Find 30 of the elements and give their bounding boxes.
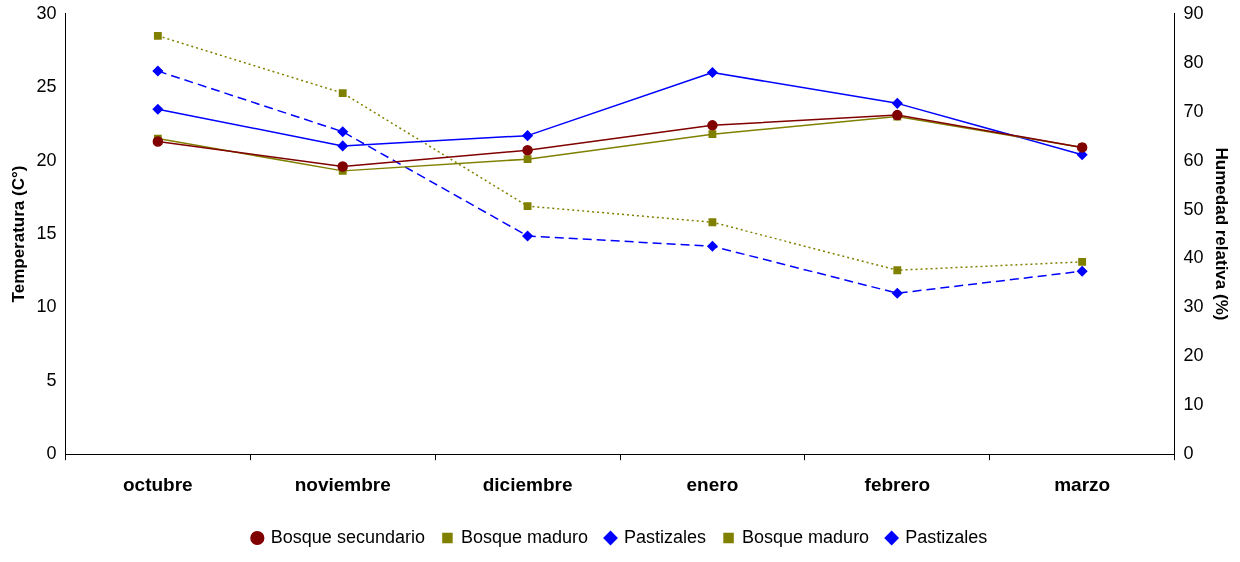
- legend-label: Pastizales: [624, 526, 707, 547]
- x-tick-label: noviembre: [294, 473, 391, 495]
- y2-tick-label: 30: [1183, 296, 1204, 317]
- x-tick-label: febrero: [864, 473, 931, 495]
- y2-tick-label: 60: [1183, 149, 1204, 170]
- y-tick-label: 15: [36, 222, 57, 243]
- y2-tick-label: 90: [1183, 2, 1204, 23]
- y2-tick-label: 0: [1183, 443, 1194, 464]
- y2-tick-label: 50: [1183, 198, 1204, 219]
- y2-tick-label: 70: [1183, 100, 1204, 121]
- y-tick-label: 0: [46, 443, 57, 464]
- y-tick-label: 10: [36, 296, 57, 317]
- y-tick-label: 30: [36, 2, 57, 23]
- legend-label: Pastizales: [905, 526, 988, 547]
- legend-label: Bosque maduro: [742, 526, 870, 547]
- x-tick-label: marzo: [1054, 473, 1111, 495]
- y-tick-label: 5: [46, 369, 57, 390]
- legend-label: Bosque maduro: [460, 526, 589, 547]
- y-tick-label: 25: [36, 76, 57, 97]
- x-tick-label: diciembre: [482, 473, 573, 495]
- y-axis-title: Temperatura (C°): [8, 165, 28, 303]
- y2-tick-label: 80: [1183, 51, 1204, 72]
- y2-axis-title: Humedad relativa (%): [1212, 147, 1232, 321]
- y-tick-label: 20: [36, 149, 57, 170]
- y2-tick-label: 40: [1183, 247, 1204, 268]
- x-tick-label: octubre: [123, 473, 193, 495]
- y2-tick-label: 10: [1183, 394, 1204, 415]
- x-tick-label: enero: [686, 473, 739, 495]
- legend-label: Bosque secundario: [270, 526, 425, 547]
- y2-tick-label: 20: [1183, 345, 1204, 366]
